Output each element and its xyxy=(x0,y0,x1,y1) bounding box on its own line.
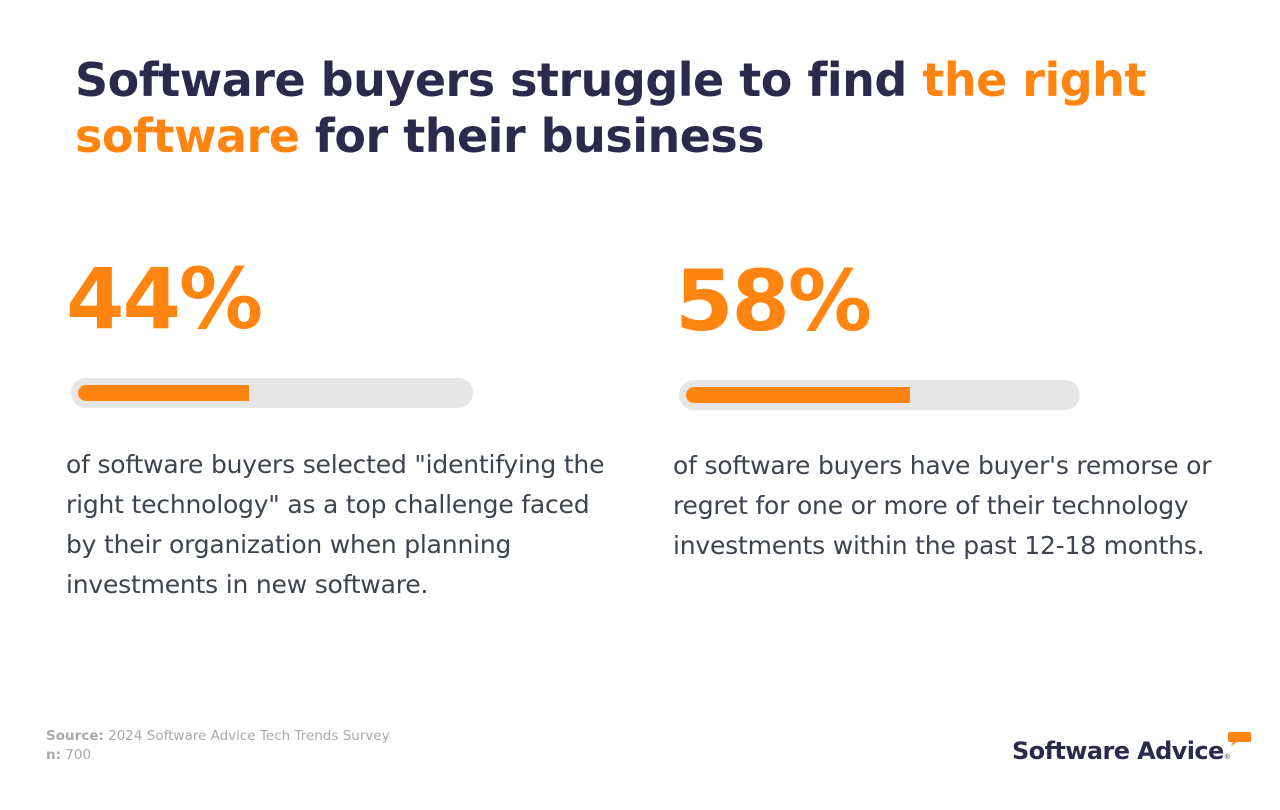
registered-mark: ® xyxy=(1224,754,1230,761)
headline: Software buyers struggle to find the rig… xyxy=(75,52,1195,164)
stat-description-2: of software buyers have buyer's remorse … xyxy=(673,451,1212,560)
headline-part-1: Software buyers struggle to find xyxy=(75,53,923,107)
source-note: Source: 2024 Software Advice Tech Trends… xyxy=(46,727,390,765)
stat-value-1: 44% xyxy=(66,250,263,348)
progress-fill-2 xyxy=(686,387,910,403)
source-line: Source: 2024 Software Advice Tech Trends… xyxy=(46,727,390,746)
progress-bar-2 xyxy=(679,380,1080,410)
sample-size-line: n: 700 xyxy=(46,746,390,765)
headline-part-2: for their business xyxy=(299,109,765,163)
sample-size-value: 700 xyxy=(61,747,92,763)
speech-bubble-icon xyxy=(1228,732,1251,746)
progress-bar-1 xyxy=(71,378,473,408)
progress-fill-1 xyxy=(78,385,249,401)
stat-description-1: of software buyers selected "identifying… xyxy=(66,450,605,599)
logo-text: Software Advice xyxy=(1012,737,1224,765)
software-advice-logo: Software Advice ® xyxy=(1012,732,1251,766)
stat-value-2: 58% xyxy=(675,252,872,350)
source-label: Source: xyxy=(46,728,104,744)
sample-size-label: n: xyxy=(46,747,62,763)
source-text: 2024 Software Advice Tech Trends Survey xyxy=(103,728,390,744)
headline-accent: the right software xyxy=(75,53,1146,163)
